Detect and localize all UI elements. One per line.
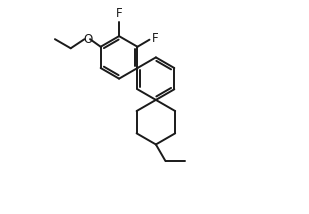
- Text: F: F: [151, 32, 158, 45]
- Text: F: F: [116, 7, 122, 20]
- Text: O: O: [83, 33, 92, 46]
